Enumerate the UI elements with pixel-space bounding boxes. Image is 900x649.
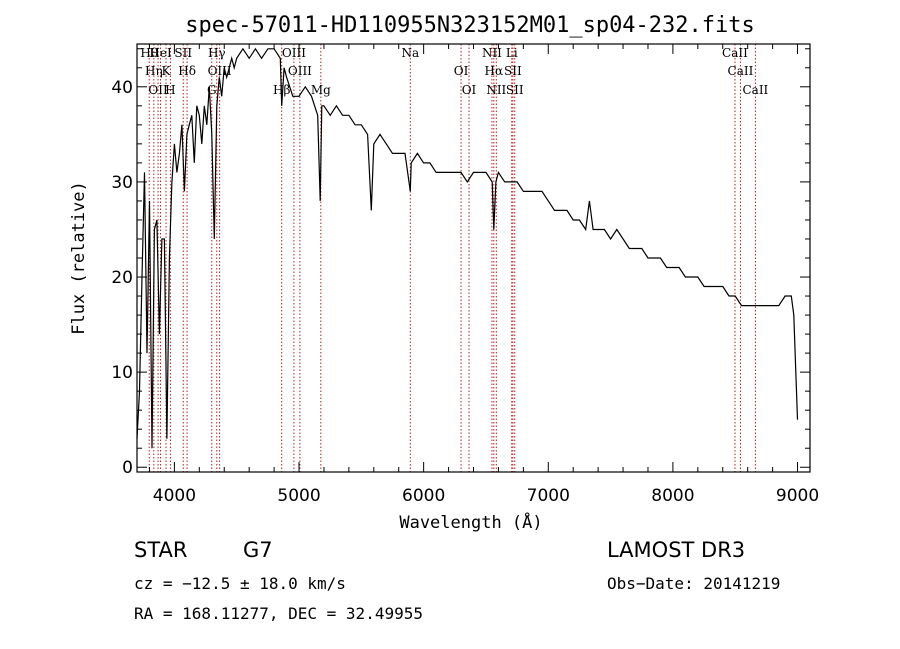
x-axis-ticks: 4000 5000 6000 7000 8000 9000 [148, 44, 819, 506]
line-marker-label: CaII [722, 46, 748, 60]
x-tick-label: 9000 [776, 486, 819, 506]
y-tick-label: 30 [111, 173, 133, 193]
survey-name: LAMOST DR3 [607, 538, 746, 562]
line-marker-label: Hγ [208, 46, 226, 60]
line-marker-label: Na [401, 46, 419, 60]
line-marker-label: Li [506, 46, 518, 60]
line-marker-label: K [162, 64, 172, 78]
line-marker-label: OII [148, 83, 168, 97]
y-axis-label: Flux (relative) [69, 181, 89, 335]
y-tick-label: 0 [122, 458, 133, 478]
plot-frame [136, 43, 811, 473]
line-marker-label: Hθ [140, 46, 158, 60]
line-marker-label: SII [174, 46, 192, 60]
x-tick-label: 8000 [651, 486, 694, 506]
line-marker-label: H [165, 83, 175, 97]
spectrum-series-line [136, 47, 799, 449]
line-marker-label: CaII [742, 83, 768, 97]
line-marker-label: HeI [149, 46, 172, 60]
line-markers [148, 44, 756, 472]
y-tick-label: 10 [111, 363, 133, 383]
x-axis-label: Wavelength (Å) [399, 511, 542, 533]
line-marker-labels: HθHηOIIHeIKHSIIHδGHγOIIIHβOIIIOIIIMgNaOI… [140, 46, 768, 97]
line-marker-label: CaII [728, 64, 754, 78]
y-tick-label: 40 [111, 78, 133, 98]
x-tick-label: 5000 [277, 486, 320, 506]
line-marker-label: Hα [485, 64, 504, 78]
line-marker-label: G [207, 83, 217, 97]
coordinates: RA = 168.11277, DEC = 32.49955 [134, 604, 423, 623]
line-marker-label: OI [454, 64, 469, 78]
line-marker-label: NII [482, 46, 502, 60]
object-subclass: G7 [243, 538, 273, 562]
y-tick-label: 20 [111, 268, 133, 288]
redshift-cz: cz = −12.5 ± 18.0 km/s [134, 574, 346, 593]
object-type: STAR [134, 538, 188, 562]
line-marker-label: Hδ [178, 64, 196, 78]
y-axis-ticks: 0 10 20 30 40 [111, 48, 810, 478]
line-marker-label: Mg [311, 83, 331, 97]
chart-title: spec-57011-HD110955N323152M01_sp04-232.f… [185, 13, 755, 38]
line-marker-label: NII [486, 83, 506, 97]
observation-date: Obs−Date: 20141219 [607, 574, 781, 593]
line-marker-label: OIII [288, 64, 312, 78]
line-marker-label: Hη [145, 64, 163, 78]
line-marker-label: SII [506, 83, 524, 97]
x-tick-label: 6000 [402, 486, 445, 506]
line-marker-label: SII [504, 64, 522, 78]
x-tick-label: 4000 [153, 486, 196, 506]
line-marker-label: OIII [282, 46, 306, 60]
x-tick-label: 7000 [527, 486, 570, 506]
line-marker-label: OI [462, 83, 477, 97]
